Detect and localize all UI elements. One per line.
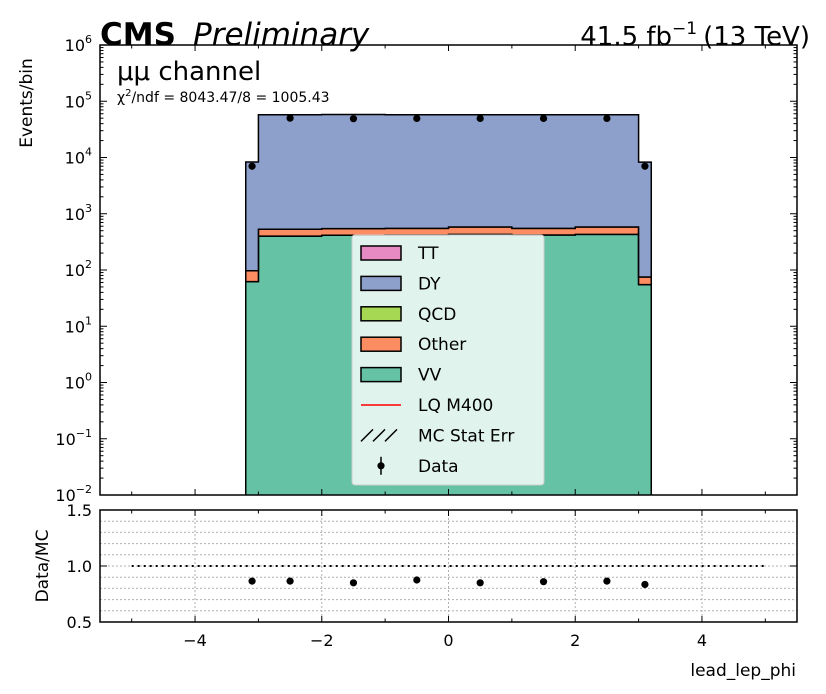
y-tick-label: 101: [65, 314, 92, 336]
legend-marker: [377, 462, 385, 470]
ratio-point: [248, 577, 256, 585]
y-tick-label: 102: [65, 258, 92, 280]
ratio-point: [286, 577, 294, 585]
ratio-point: [476, 579, 484, 587]
x-tick-label: 2: [570, 631, 580, 650]
legend-swatch: [360, 336, 402, 352]
ratio-y-tick-label: 1.5: [67, 501, 92, 520]
channel-label: μμ channel: [117, 57, 261, 87]
y-axis-title: Events/bin: [17, 58, 37, 148]
data-point: [539, 114, 548, 123]
legend-label: LQ M400: [418, 396, 493, 416]
ratio-point: [641, 580, 649, 589]
status-label: Preliminary: [193, 17, 370, 53]
main-axis-ticks: 10−2 10−1 100 101 102 103 104 105 106: [55, 33, 797, 505]
legend-swatch: [360, 366, 402, 383]
ratio-axis-ticks: −4 −2 0 2 4 0.5 1.0 1.5: [67, 501, 797, 650]
legend: TT DY QCD Other VV LQ M400 MC Stat Err Data: [351, 234, 545, 486]
lumi-exponent: −1: [672, 19, 697, 39]
legend-swatch: [360, 245, 402, 261]
legend-label: TT: [417, 244, 439, 264]
data-point: [248, 162, 256, 170]
legend-hatch: [360, 428, 374, 442]
chi2-label: χ2/ndf = 8043.47/8 = 1005.43: [117, 88, 330, 106]
chi2-symbol: χ: [117, 90, 125, 106]
y-tick-label: 104: [65, 146, 92, 168]
ratio-grid: [100, 510, 797, 622]
legend-label: DY: [418, 274, 441, 294]
ratio-point: [539, 578, 548, 586]
lumi-label: 41.5 fb−1 (13 TeV): [580, 19, 810, 52]
legend-hatch: [384, 428, 398, 442]
data-point: [349, 115, 358, 123]
x-tick-label: −4: [183, 631, 207, 650]
legend-label: Data: [418, 457, 459, 477]
lumi-value: 41.5 fb: [580, 22, 672, 52]
chi2-value: /ndf = 8043.47/8 = 1005.43: [131, 90, 329, 106]
data-points: [248, 114, 649, 170]
legend-box: [351, 234, 545, 486]
ratio-y-tick-label: 0.5: [67, 613, 92, 632]
legend-hatch: [372, 428, 386, 442]
x-axis-title: lead_lep_phi: [690, 661, 796, 681]
ratio-y-tick-label: 1.0: [67, 557, 92, 576]
x-tick-label: 0: [443, 631, 453, 650]
ratio-y-axis-title: Data/MC: [33, 530, 53, 603]
ratio-point: [349, 579, 358, 587]
legend-swatch: [360, 306, 402, 322]
experiment-label: CMS: [100, 17, 176, 53]
y-tick-label: 103: [65, 202, 92, 224]
ratio-point: [603, 577, 611, 585]
legend-label: VV: [418, 366, 442, 386]
data-point: [413, 114, 421, 123]
stack-dy: [244, 113, 653, 278]
legend-swatch: [360, 275, 402, 292]
ratio-point: [413, 576, 421, 584]
x-tick-label: 4: [697, 631, 707, 650]
data-point: [603, 114, 611, 123]
y-tick-label: 105: [65, 89, 92, 111]
lumi-energy: (13 TeV): [703, 22, 810, 52]
legend-label: QCD: [418, 305, 456, 325]
y-tick-label: 106: [65, 33, 92, 55]
y-tick-label: 10−2: [55, 483, 92, 505]
ratio-panel: [131, 565, 766, 589]
chi2-superscript: 2: [125, 88, 131, 99]
data-point: [641, 162, 649, 170]
data-point: [476, 114, 484, 123]
legend-label: MC Stat Err: [418, 426, 514, 446]
legend-label: Other: [418, 335, 466, 355]
y-tick-label: 10−1: [55, 427, 92, 449]
y-tick-label: 100: [65, 371, 92, 393]
data-point: [286, 114, 294, 122]
x-tick-label: −2: [310, 631, 334, 650]
